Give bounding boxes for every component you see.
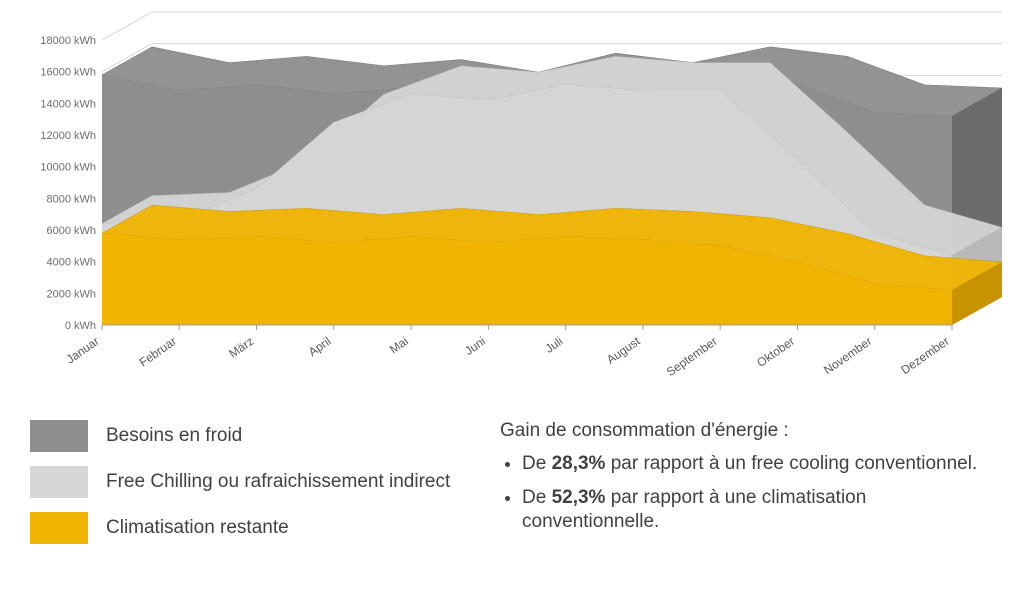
svg-text:Januar: Januar — [64, 334, 102, 367]
legend-label: Free Chilling ou rafraichissement indire… — [106, 466, 450, 494]
svg-text:18000 kWh: 18000 kWh — [40, 35, 96, 47]
legend-label: Besoins en froid — [106, 420, 242, 448]
legend-item: Free Chilling ou rafraichissement indire… — [30, 466, 460, 498]
svg-text:Februar: Februar — [137, 334, 179, 370]
legend-swatch — [30, 420, 88, 452]
gains-item: De 28,3% par rapport à un free cooling c… — [522, 452, 994, 476]
svg-text:Juni: Juni — [462, 334, 488, 358]
gains-bold: 52,3% — [552, 487, 606, 508]
svg-text:September: September — [664, 334, 720, 379]
gains: Gain de consommation d'énergie : De 28,3… — [500, 420, 994, 558]
svg-text:Mai: Mai — [387, 334, 411, 357]
x-axis: Januar Februar März April Mai Juni Juli August S… — [64, 325, 952, 379]
svg-text:Dezember: Dezember — [898, 334, 951, 377]
legend-item: Climatisation restante — [30, 512, 460, 544]
legend-label: Climatisation restante — [106, 512, 289, 540]
svg-text:8000 kWh: 8000 kWh — [46, 193, 96, 205]
svg-text:14000 kWh: 14000 kWh — [40, 98, 96, 110]
gains-prefix: De — [522, 453, 552, 474]
svg-text:0 kWh: 0 kWh — [65, 320, 96, 332]
bottom-row: Besoins en froid Free Chilling ou rafrai… — [20, 420, 1004, 558]
legend-swatch — [30, 512, 88, 544]
legend-item: Besoins en froid — [30, 420, 460, 452]
svg-text:12000 kWh: 12000 kWh — [40, 130, 96, 142]
page-root: 0 kWh 2000 kWh 4000 kWh 6000 kWh 8000 kWh 100… — [0, 0, 1024, 612]
series — [102, 47, 1002, 325]
energy-chart: 0 kWh 2000 kWh 4000 kWh 6000 kWh 8000 kWh 100… — [22, 10, 1002, 410]
svg-text:16000 kWh: 16000 kWh — [40, 67, 96, 79]
gains-list: De 28,3% par rapport à un free cooling c… — [500, 452, 994, 533]
gains-bold: 28,3% — [552, 453, 606, 474]
svg-text:Juli: Juli — [543, 334, 566, 356]
gains-title: Gain de consommation d'énergie : — [500, 420, 994, 442]
svg-text:August: August — [604, 334, 643, 367]
svg-text:6000 kWh: 6000 kWh — [46, 225, 96, 237]
svg-text:Oktober: Oktober — [754, 334, 797, 370]
legend-swatch — [30, 466, 88, 498]
svg-text:März: März — [226, 334, 256, 361]
gains-item: De 52,3% par rapport à une climatisation… — [522, 486, 994, 534]
svg-text:November: November — [821, 334, 874, 377]
svg-text:4000 kWh: 4000 kWh — [46, 257, 96, 269]
svg-text:April: April — [306, 334, 334, 359]
legend: Besoins en froid Free Chilling ou rafrai… — [30, 420, 460, 558]
gains-suffix: par rapport à un free cooling convention… — [605, 453, 977, 474]
svg-text:10000 kWh: 10000 kWh — [40, 162, 96, 174]
gains-prefix: De — [522, 487, 552, 508]
svg-text:2000 kWh: 2000 kWh — [46, 288, 96, 300]
